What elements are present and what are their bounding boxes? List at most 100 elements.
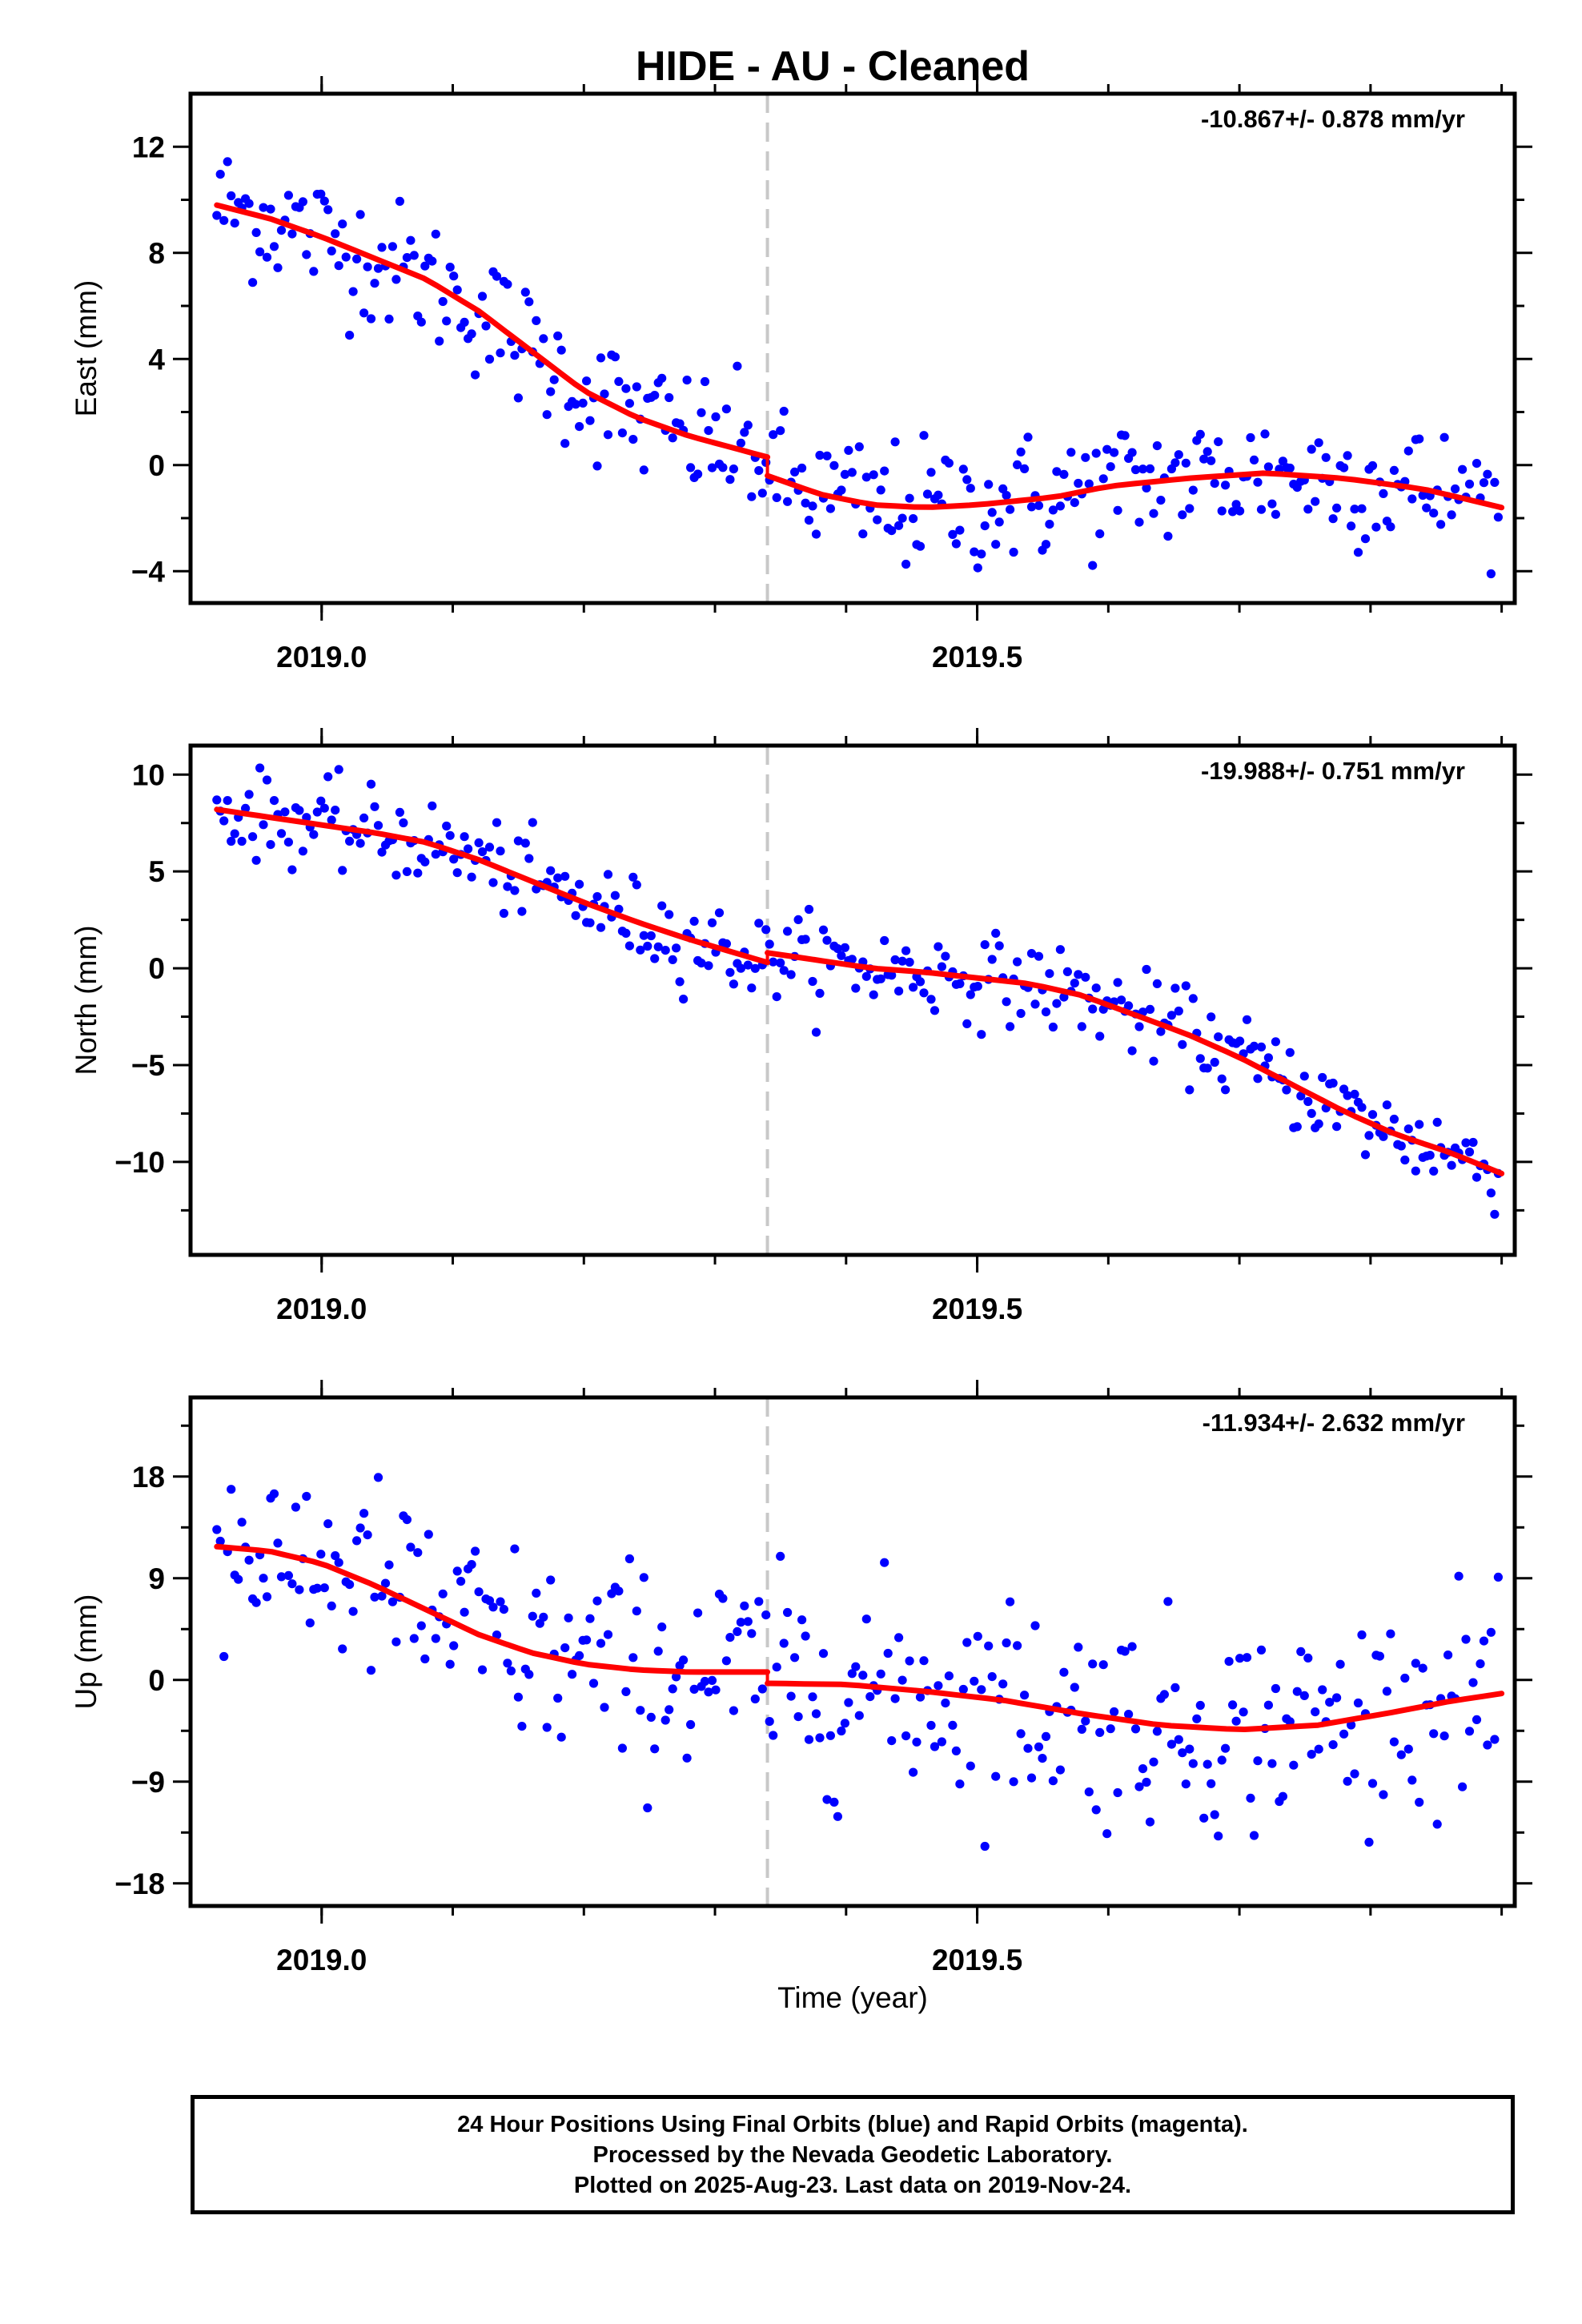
north-data-point (919, 988, 929, 998)
up-data-point (377, 1591, 387, 1601)
up-data-point (1130, 1724, 1141, 1734)
east-data-point (341, 252, 351, 262)
east-data-point (338, 219, 347, 229)
up-data-point (503, 1659, 512, 1668)
up-data-point (1461, 1634, 1471, 1644)
footer-line-1: 24 Hour Positions Using Final Orbits (bl… (457, 2111, 1248, 2137)
up-data-point (1084, 1787, 1094, 1797)
east-data-point (1447, 510, 1456, 520)
north-data-point (815, 988, 825, 998)
up-data-point (1249, 1831, 1259, 1840)
north-data-point (1055, 945, 1065, 955)
east-data-point (467, 329, 476, 339)
east-data-point (825, 504, 835, 513)
north-data-point (1253, 1074, 1263, 1084)
up-data-point (1493, 1572, 1503, 1582)
east-data-point (779, 406, 789, 416)
north-data-point (402, 866, 412, 876)
east-data-point (1006, 505, 1015, 514)
up-data-point (1289, 1760, 1299, 1770)
east-data-point (1389, 465, 1399, 476)
east-data-point (345, 331, 355, 340)
up-data-point (621, 1687, 631, 1696)
up-data-point (477, 1665, 488, 1675)
up-data-point (345, 1580, 355, 1590)
north-data-point (966, 990, 975, 999)
up-data-point (786, 1691, 796, 1701)
north-data-point (851, 983, 861, 993)
up-data-point (1476, 1659, 1485, 1669)
north-data-point (1149, 1056, 1158, 1066)
east-data-point (496, 348, 505, 358)
north-data-point (1367, 1110, 1378, 1120)
east-data-point (970, 547, 979, 557)
up-data-point (1170, 1683, 1180, 1692)
up-data-point (1299, 1691, 1309, 1700)
east-data-point (248, 278, 258, 287)
up-data-point (1138, 1764, 1148, 1774)
up-data-point (1088, 1659, 1098, 1669)
north-data-point (1242, 1015, 1252, 1024)
north-data-point (1052, 999, 1062, 1008)
up-data-point (905, 1656, 914, 1666)
up-data-point (790, 1653, 800, 1663)
east-data-point (571, 400, 580, 409)
east-data-point (1152, 441, 1162, 451)
up-data-point (948, 1720, 958, 1730)
up-data-point (1026, 1773, 1037, 1783)
north-y-tick-label: −5 (131, 1049, 165, 1082)
north-data-point (327, 815, 336, 825)
up-data-point (295, 1585, 304, 1594)
up-data-point (880, 1558, 889, 1567)
up-frame (188, 1395, 1517, 1908)
north-data-point (1221, 1085, 1231, 1095)
up-data-point (1307, 1750, 1316, 1759)
up-data-point (970, 1676, 979, 1686)
east-data-point (244, 199, 254, 208)
up-data-point (987, 1672, 997, 1682)
east-data-point (1311, 497, 1320, 506)
east-data-point (373, 263, 383, 273)
up-data-point (456, 1577, 466, 1586)
up-data-point (585, 1614, 595, 1623)
up-data-point (212, 1525, 222, 1534)
up-data-point (1242, 1653, 1252, 1663)
up-data-point (815, 1733, 825, 1743)
up-data-point (1020, 1691, 1030, 1700)
north-data-point (714, 908, 725, 918)
up-data-point (1353, 1698, 1363, 1708)
north-data-point (596, 923, 606, 932)
up-data-point (1159, 1690, 1169, 1699)
east-data-point (1422, 503, 1431, 513)
north-data-point (980, 940, 990, 950)
north-data-point (653, 942, 663, 951)
up-data-point (707, 1675, 717, 1685)
north-data-point (833, 944, 842, 954)
up-data-point (1106, 1724, 1115, 1734)
north-data-point (391, 870, 401, 880)
east-data-point (355, 210, 365, 219)
east-data-point (1142, 483, 1151, 493)
up-data-point (1210, 1810, 1219, 1819)
north-data-point (887, 971, 897, 980)
up-data-point (1098, 1660, 1108, 1670)
east-data-point (718, 463, 728, 472)
up-data-point (1188, 1759, 1198, 1768)
up-data-point (1407, 1775, 1417, 1785)
up-data-point (951, 1746, 961, 1755)
north-data-point (1314, 1119, 1323, 1128)
north-data-point (1364, 1131, 1374, 1140)
up-data-point (865, 1692, 875, 1702)
north-data-point (1041, 1007, 1051, 1017)
east-data-point (1371, 522, 1381, 532)
up-data-point (1267, 1759, 1277, 1768)
up-data-point (672, 1672, 681, 1682)
up-data-point (1221, 1743, 1231, 1753)
east-data-point (402, 253, 412, 263)
east-data-point (721, 404, 732, 414)
north-data-point (1285, 1047, 1295, 1057)
up-data-point (1403, 1744, 1413, 1754)
up-data-point (668, 1684, 677, 1694)
up-data-point (1055, 1765, 1065, 1775)
east-data-point (1221, 480, 1231, 490)
